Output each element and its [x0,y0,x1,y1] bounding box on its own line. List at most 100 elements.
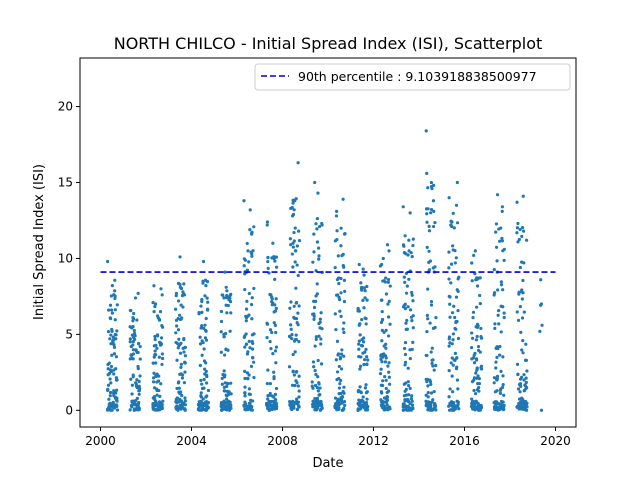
data-point [315,282,319,286]
data-point [499,304,503,308]
data-point [274,386,279,391]
data-point [335,370,340,374]
data-point [520,399,524,403]
data-point [249,398,253,402]
data-point [498,391,503,395]
data-point [109,333,113,337]
data-point [205,296,209,300]
data-point [337,295,341,300]
data-point [499,283,504,287]
data-point [160,352,164,356]
data-point [384,407,389,411]
data-point [339,352,344,356]
data-point [364,322,368,326]
data-point [296,161,300,165]
data-point [108,401,112,405]
data-point [132,311,136,316]
data-point [430,361,434,366]
data-point [202,408,207,412]
data-point [380,391,384,395]
data-point [151,380,156,384]
data-point [293,226,297,230]
data-point [522,373,526,377]
data-point [338,309,342,313]
data-point [317,393,321,397]
data-point [336,352,341,356]
data-point [315,396,320,400]
data-point [219,309,224,314]
data-point [250,230,254,234]
data-point [426,287,430,291]
data-point [176,400,180,404]
data-point [200,324,204,328]
data-point [341,327,345,331]
data-point [333,396,338,400]
data-point [500,236,504,240]
data-point [289,300,293,304]
data-point [428,408,432,412]
data-point [221,293,225,297]
data-point [515,231,519,235]
data-point [114,391,118,395]
data-point [433,403,438,408]
data-point [295,320,299,325]
data-point [311,360,315,364]
data-point [224,285,228,289]
data-point [274,361,278,365]
data-point [501,383,505,387]
data-point [495,389,499,393]
data-point [219,350,223,354]
data-point [409,407,413,412]
data-point [339,226,343,230]
data-point [174,331,178,335]
data-point [110,311,114,315]
data-point [270,300,274,304]
data-point [222,369,226,373]
data-point [411,340,415,344]
data-point [247,387,251,391]
data-point [129,353,133,357]
data-point [174,294,178,298]
data-point [243,345,247,349]
data-point [155,346,159,350]
data-point [249,364,254,368]
data-point [112,389,116,393]
data-point [502,315,506,320]
data-point [428,321,432,325]
data-point [107,397,111,401]
y-tick-label: 20 [58,100,73,114]
data-point [295,263,299,267]
data-point [341,389,345,394]
data-point [267,399,271,403]
data-point [154,374,158,378]
data-point [518,305,522,309]
data-point [479,326,483,331]
data-point [432,183,436,187]
data-point [539,278,543,282]
data-point [471,316,475,320]
data-point [200,404,205,409]
data-point [410,347,414,352]
data-point [387,299,391,303]
data-point [154,401,158,405]
data-point [270,399,274,404]
data-point [295,397,299,401]
data-point [451,211,455,215]
data-point [474,371,478,375]
data-point [110,284,114,288]
data-point [242,335,246,339]
data-point [266,255,270,260]
data-point [365,298,369,302]
data-point [365,284,369,289]
data-point [294,317,299,321]
data-point [273,309,278,313]
data-point [447,369,451,373]
data-point [335,293,339,297]
data-point [290,252,294,256]
data-point [198,335,202,339]
data-point [429,303,434,307]
data-point [471,407,475,411]
data-point [274,297,278,301]
data-point [225,289,229,293]
data-point [452,304,456,308]
